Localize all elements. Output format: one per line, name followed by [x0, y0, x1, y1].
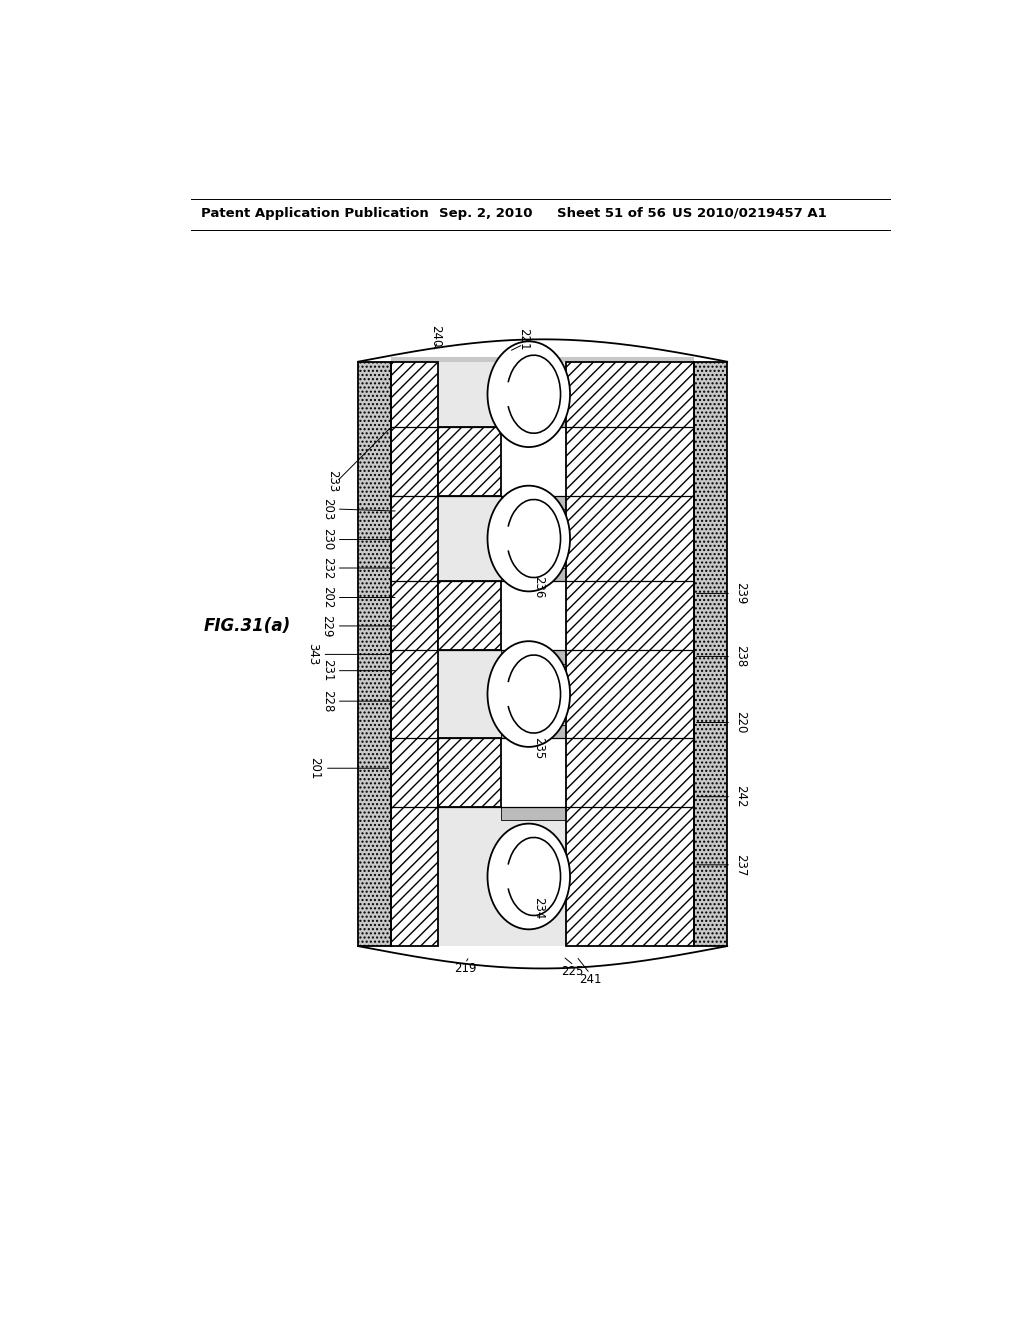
Text: 231: 231 — [321, 660, 334, 682]
Text: 239: 239 — [734, 582, 748, 605]
Bar — [501, 725, 566, 738]
Text: 233: 233 — [327, 470, 339, 492]
Bar — [437, 651, 469, 738]
Circle shape — [487, 824, 570, 929]
Bar — [501, 651, 566, 664]
Text: 221: 221 — [517, 329, 529, 351]
Bar — [437, 496, 566, 581]
Text: 203: 203 — [321, 498, 334, 520]
Bar — [501, 807, 566, 820]
Bar — [391, 362, 437, 946]
Text: Sep. 2, 2010: Sep. 2, 2010 — [439, 207, 532, 220]
Text: 229: 229 — [319, 615, 333, 638]
Bar — [358, 362, 391, 946]
Bar — [501, 568, 566, 581]
Bar — [391, 356, 694, 362]
Text: Sheet 51 of 56: Sheet 51 of 56 — [557, 207, 666, 220]
Bar — [437, 807, 469, 946]
Bar — [566, 362, 694, 946]
Text: 236: 236 — [531, 576, 545, 598]
Bar — [437, 496, 469, 581]
Bar — [437, 581, 501, 651]
Bar — [437, 426, 501, 496]
Circle shape — [487, 642, 570, 747]
Text: 242: 242 — [734, 785, 748, 808]
Text: 219: 219 — [454, 962, 476, 975]
Bar — [358, 362, 727, 946]
Circle shape — [487, 342, 570, 447]
Text: FIG.31(a): FIG.31(a) — [204, 616, 291, 635]
Text: Patent Application Publication: Patent Application Publication — [201, 207, 429, 220]
Text: 228: 228 — [321, 690, 334, 713]
Circle shape — [487, 486, 570, 591]
Bar — [437, 807, 566, 946]
Bar — [437, 362, 469, 426]
Text: 202: 202 — [321, 586, 334, 609]
Bar — [437, 651, 566, 738]
Text: 225: 225 — [561, 965, 584, 978]
Bar — [501, 413, 566, 426]
Bar — [437, 362, 566, 426]
Text: 240: 240 — [429, 325, 442, 347]
Text: 237: 237 — [734, 854, 748, 876]
Bar — [437, 738, 501, 807]
Text: 343: 343 — [306, 643, 319, 665]
Text: 234: 234 — [531, 898, 545, 920]
Bar — [501, 496, 566, 510]
Text: 230: 230 — [322, 528, 335, 550]
Bar — [694, 362, 727, 946]
Text: 241: 241 — [579, 973, 601, 986]
Text: US 2010/0219457 A1: US 2010/0219457 A1 — [672, 207, 826, 220]
Text: 220: 220 — [734, 711, 748, 734]
Text: 201: 201 — [308, 758, 321, 779]
Text: 238: 238 — [734, 645, 748, 668]
Text: 235: 235 — [531, 737, 545, 759]
Text: 232: 232 — [322, 557, 335, 579]
